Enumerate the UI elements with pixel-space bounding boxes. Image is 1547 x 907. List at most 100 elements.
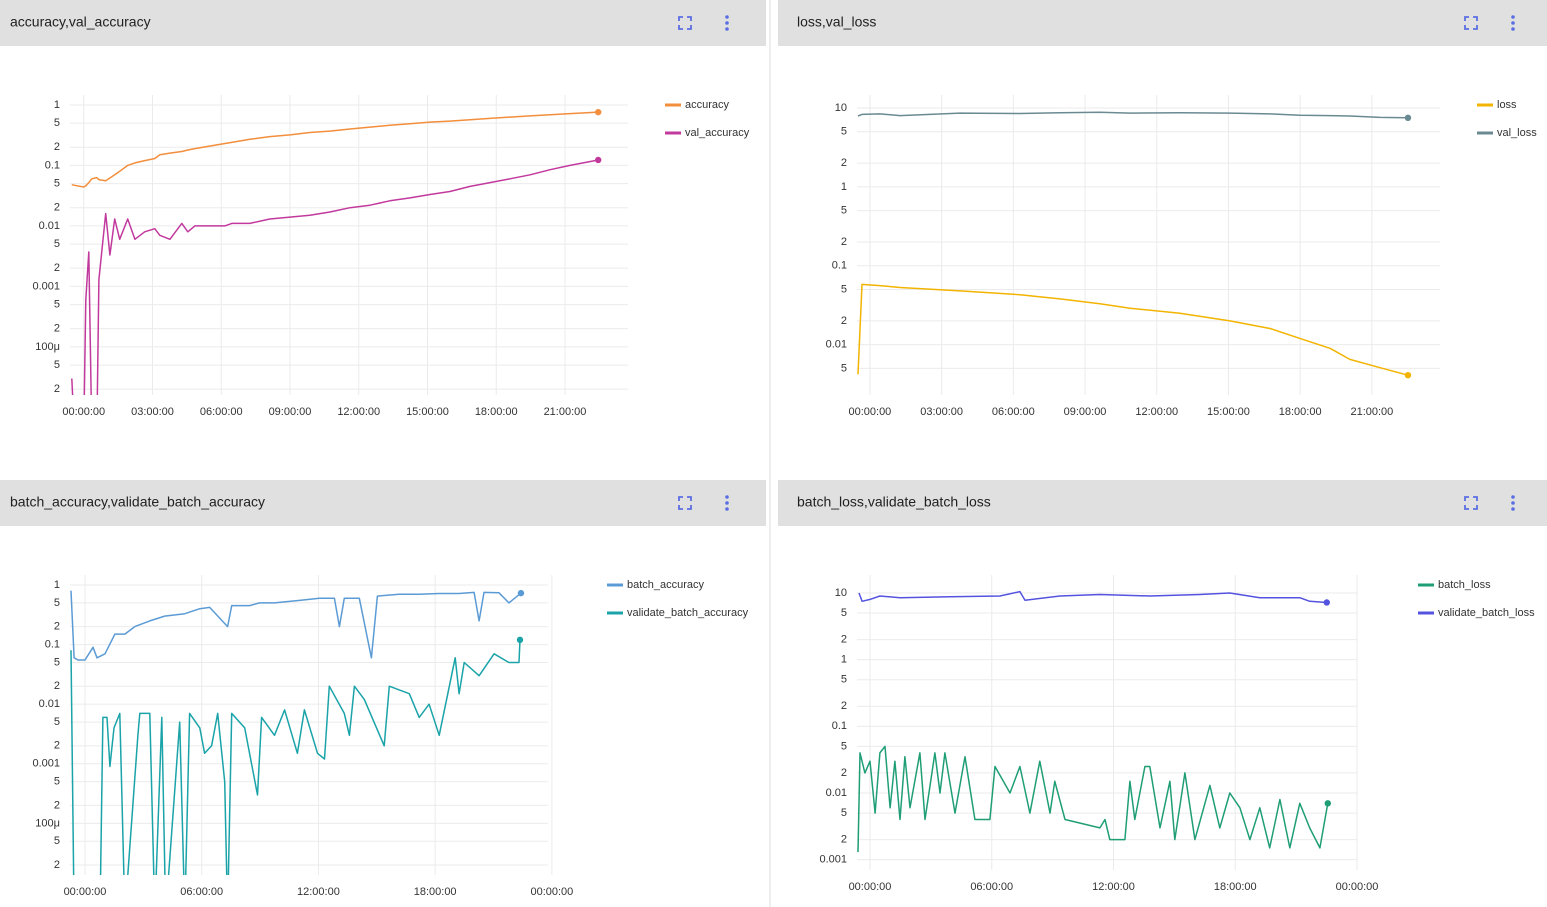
x-tick-label: 18:00:00 <box>1214 881 1257 893</box>
x-tick-label: 00:00:00 <box>64 886 107 898</box>
last-point <box>1404 114 1412 122</box>
x-tick-label: 18:00:00 <box>475 406 518 418</box>
panel-header <box>0 0 766 46</box>
y-tick-label: 2 <box>841 700 847 712</box>
y-tick-label: 2 <box>54 799 60 811</box>
last-point <box>1404 371 1412 379</box>
plot-area <box>71 108 602 395</box>
y-tick-label: 5 <box>841 126 847 138</box>
more-button[interactable] <box>725 495 729 511</box>
y-tick-label: 0.01 <box>39 698 60 710</box>
panel-header <box>778 480 1547 526</box>
last-point <box>1324 800 1331 807</box>
y-tick-label: 2 <box>54 621 60 633</box>
series-line <box>857 283 1409 376</box>
y-tick-label: 5 <box>841 607 847 619</box>
x-tick-label: 09:00:00 <box>1064 406 1107 418</box>
y-tick-label: 2 <box>54 680 60 692</box>
more-button[interactable] <box>1511 15 1515 31</box>
x-tick-label: 18:00:00 <box>414 886 457 898</box>
y-tick-label: 0.01 <box>826 339 847 351</box>
y-tick-label: 5 <box>54 656 60 668</box>
panel-title: batch_accuracy,validate_batch_accuracy <box>10 494 265 510</box>
y-tick-label: 2 <box>54 383 60 395</box>
last-point <box>516 636 524 644</box>
series-line <box>70 639 521 875</box>
panel-title: accuracy,val_accuracy <box>10 14 151 30</box>
y-tick-label: 5 <box>54 298 60 310</box>
plot-area <box>70 589 525 875</box>
legend-label: batch_accuracy <box>627 579 705 591</box>
series-line <box>857 111 1409 119</box>
y-tick-label: 2 <box>841 834 847 846</box>
y-tick-label: 2 <box>841 767 847 779</box>
legend-label: loss <box>1497 99 1517 111</box>
series-line <box>857 745 1329 853</box>
x-tick-label: 12:00:00 <box>337 406 380 418</box>
y-tick-label: 1 <box>54 579 60 591</box>
y-tick-label: 1 <box>54 99 60 111</box>
x-tick-label: 21:00:00 <box>1350 406 1393 418</box>
legend-label: validate_batch_loss <box>1438 607 1535 619</box>
y-tick-label: 0.1 <box>45 638 60 650</box>
legend-label: validate_batch_accuracy <box>627 607 749 619</box>
chart: 1 5 2 0.1 5 2 0.01 5 2 0.001 5 2 100μ 5 2 00:00:00 06:00… <box>32 575 573 898</box>
chart: 10 5 2 1 5 2 0.1 5 2 0.01 5 2 0.001 00:00:00 06:00:00 1… <box>819 575 1378 893</box>
y-tick-label: 5 <box>54 238 60 250</box>
x-tick-label: 00:00:00 <box>848 406 891 418</box>
x-tick-label: 03:00:00 <box>131 406 174 418</box>
series-line <box>70 590 522 661</box>
y-tick-label: 2 <box>841 236 847 248</box>
more-button[interactable] <box>1511 495 1515 511</box>
x-tick-label: 06:00:00 <box>180 886 223 898</box>
y-tick-label: 2 <box>54 323 60 335</box>
last-point <box>595 156 602 164</box>
x-tick-label: 00:00:00 <box>62 406 105 418</box>
panel-header <box>0 480 766 526</box>
x-tick-label: 00:00:00 <box>530 886 573 898</box>
x-tick-label: 18:00:00 <box>1279 406 1322 418</box>
x-tick-label: 03:00:00 <box>920 406 963 418</box>
y-tick-label: 5 <box>841 283 847 295</box>
y-tick-label: 5 <box>54 776 60 788</box>
y-tick-label: 5 <box>54 835 60 847</box>
panel <box>0 0 766 467</box>
y-tick-label: 2 <box>54 141 60 153</box>
series-line <box>71 111 599 188</box>
y-tick-label: 0.001 <box>32 280 60 292</box>
x-tick-label: 12:00:00 <box>1092 881 1135 893</box>
x-tick-label: 12:00:00 <box>1135 406 1178 418</box>
y-tick-label: 0.1 <box>45 159 60 171</box>
more-button[interactable] <box>725 15 729 31</box>
legend-label: val_loss <box>1497 127 1537 139</box>
y-tick-label: 0.001 <box>819 854 847 866</box>
legend-label: accuracy <box>685 99 730 111</box>
y-tick-label: 2 <box>841 157 847 169</box>
y-tick-label: 100μ <box>35 817 60 829</box>
y-tick-label: 5 <box>841 807 847 819</box>
y-tick-label: 2 <box>54 740 60 752</box>
y-tick-label: 0.1 <box>832 260 847 272</box>
x-tick-label: 15:00:00 <box>406 406 449 418</box>
y-tick-label: 2 <box>841 315 847 327</box>
y-tick-label: 5 <box>54 716 60 728</box>
y-tick-label: 2 <box>841 633 847 645</box>
last-point <box>1323 599 1330 606</box>
x-tick-label: 00:00:00 <box>1336 881 1379 893</box>
panel-title: batch_loss,validate_batch_loss <box>797 494 991 510</box>
y-tick-label: 1 <box>841 654 847 666</box>
y-tick-label: 2 <box>54 859 60 871</box>
y-tick-label: 5 <box>841 362 847 374</box>
panel <box>778 0 1547 467</box>
panel-header <box>778 0 1547 46</box>
y-tick-label: 5 <box>54 597 60 609</box>
legend-label: batch_loss <box>1438 579 1491 591</box>
y-tick-label: 100μ <box>35 341 60 353</box>
y-tick-label: 5 <box>841 205 847 217</box>
y-tick-label: 5 <box>54 178 60 190</box>
x-tick-label: 15:00:00 <box>1207 406 1250 418</box>
x-tick-label: 06:00:00 <box>970 881 1013 893</box>
y-tick-label: 5 <box>841 740 847 752</box>
